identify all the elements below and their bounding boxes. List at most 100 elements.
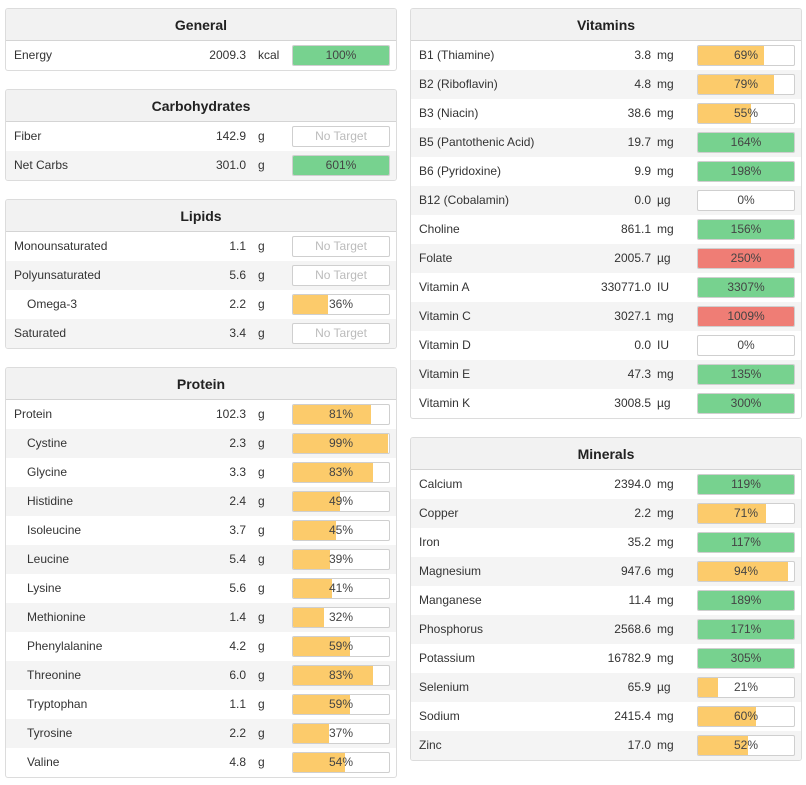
nutrient-name: Polyunsaturated bbox=[14, 268, 101, 282]
nutrient-row-vitamin-e[interactable]: Vitamin E 47.3 mg 135% bbox=[411, 360, 801, 389]
progress-fill bbox=[698, 678, 719, 697]
nutrient-name: Leucine bbox=[27, 552, 70, 566]
nutrient-row-tryptophan[interactable]: Tryptophan 1.1 g 59% bbox=[6, 690, 396, 719]
nutrient-row-calcium[interactable]: Calcium 2394.0 mg 119% bbox=[411, 470, 801, 499]
nutrient-row-tyrosine[interactable]: Tyrosine 2.2 g 37% bbox=[6, 719, 396, 748]
target-progress-bar: 79% bbox=[697, 74, 795, 95]
nutrient-row-phenylalanine[interactable]: Phenylalanine 4.2 g 59% bbox=[6, 632, 396, 661]
nutrient-row-iron[interactable]: Iron 35.2 mg 117% bbox=[411, 528, 801, 557]
nutrient-row-b6-pyridoxine[interactable]: B6 (Pyridoxine) 9.9 mg 198% bbox=[411, 157, 801, 186]
progress-fill bbox=[293, 579, 333, 598]
nutrient-unit: mg bbox=[657, 77, 674, 91]
nutrient-name: Vitamin A bbox=[419, 280, 470, 294]
nutrient-name: B2 (Riboflavin) bbox=[419, 77, 498, 91]
nutrient-row-vitamin-a[interactable]: Vitamin A 330771.0 IU 3307% bbox=[411, 273, 801, 302]
nutrient-amount: 861.1 bbox=[620, 222, 651, 236]
nutrient-row-monounsaturated[interactable]: Monounsaturated 1.1 g No Target bbox=[6, 232, 396, 261]
nutrient-row-b2-riboflavin[interactable]: B2 (Riboflavin) 4.8 mg 79% bbox=[411, 70, 801, 99]
nutrient-row-valine[interactable]: Valine 4.8 g 54% bbox=[6, 748, 396, 777]
nutrient-name: Net Carbs bbox=[14, 158, 69, 172]
progress-fill bbox=[293, 463, 373, 482]
nutrient-unit: µg bbox=[657, 680, 671, 694]
nutrient-row-magnesium[interactable]: Magnesium 947.6 mg 94% bbox=[411, 557, 801, 586]
target-progress-bar: 171% bbox=[697, 619, 795, 640]
nutrient-row-copper[interactable]: Copper 2.2 mg 71% bbox=[411, 499, 801, 528]
nutrient-unit: mg bbox=[657, 135, 674, 149]
nutrient-name: Vitamin D bbox=[419, 338, 471, 352]
nutrient-row-b12-cobalamin[interactable]: B12 (Cobalamin) 0.0 µg 0% bbox=[411, 186, 801, 215]
nutrient-row-vitamin-d[interactable]: Vitamin D 0.0 IU 0% bbox=[411, 331, 801, 360]
nutrient-row-sodium[interactable]: Sodium 2415.4 mg 60% bbox=[411, 702, 801, 731]
target-percent: 37% bbox=[328, 726, 354, 740]
nutrient-row-vitamin-k[interactable]: Vitamin K 3008.5 µg 300% bbox=[411, 389, 801, 418]
nutrient-row-protein[interactable]: Protein 102.3 g 81% bbox=[6, 400, 396, 429]
nutrient-row-choline[interactable]: Choline 861.1 mg 156% bbox=[411, 215, 801, 244]
target-percent: 601% bbox=[325, 158, 357, 172]
nutrient-unit: mg bbox=[657, 506, 674, 520]
nutrient-row-saturated[interactable]: Saturated 3.4 g No Target bbox=[6, 319, 396, 348]
nutrient-amount: 4.8 bbox=[634, 77, 651, 91]
nutrient-name: Potassium bbox=[419, 651, 476, 665]
target-percent: 49% bbox=[328, 494, 354, 508]
nutrient-row-threonine[interactable]: Threonine 6.0 g 83% bbox=[6, 661, 396, 690]
nutrient-row-histidine[interactable]: Histidine 2.4 g 49% bbox=[6, 487, 396, 516]
nutrient-row-isoleucine[interactable]: Isoleucine 3.7 g 45% bbox=[6, 516, 396, 545]
nutrient-row-omega-3[interactable]: Omega-3 2.2 g 36% bbox=[6, 290, 396, 319]
nutrient-row-polyunsaturated[interactable]: Polyunsaturated 5.6 g No Target bbox=[6, 261, 396, 290]
nutrient-row-vitamin-c[interactable]: Vitamin C 3027.1 mg 1009% bbox=[411, 302, 801, 331]
progress-fill bbox=[698, 475, 794, 494]
nutrient-row-glycine[interactable]: Glycine 3.3 g 83% bbox=[6, 458, 396, 487]
nutrient-row-b1-thiamine[interactable]: B1 (Thiamine) 3.8 mg 69% bbox=[411, 41, 801, 70]
target-percent: 300% bbox=[730, 396, 762, 410]
nutrient-unit: g bbox=[258, 755, 265, 769]
nutrient-row-phosphorus[interactable]: Phosphorus 2568.6 mg 171% bbox=[411, 615, 801, 644]
nutrient-unit: g bbox=[258, 726, 265, 740]
nutrient-amount: 3027.1 bbox=[614, 309, 651, 323]
minerals-panel: Minerals Calcium 2394.0 mg 119% Copper 2.2 mg 71… bbox=[410, 437, 802, 761]
target-progress-bar: 156% bbox=[697, 219, 795, 240]
nutrient-amount: 1.1 bbox=[229, 239, 246, 253]
nutrient-row-fiber[interactable]: Fiber 142.9 g No Target bbox=[6, 122, 396, 151]
nutrient-row-b5-pantothenic-acid[interactable]: B5 (Pantothenic Acid) 19.7 mg 164% bbox=[411, 128, 801, 157]
target-progress-bar: 164% bbox=[697, 132, 795, 153]
nutrient-row-energy[interactable]: Energy 2009.3 kcal 100% bbox=[6, 41, 396, 70]
nutrient-amount: 17.0 bbox=[627, 738, 651, 752]
nutrient-amount: 0.0 bbox=[634, 338, 651, 352]
target-percent: 60% bbox=[733, 709, 759, 723]
progress-fill bbox=[698, 736, 748, 755]
progress-fill bbox=[698, 307, 794, 326]
nutrient-amount: 3.7 bbox=[229, 523, 246, 537]
target-percent: 156% bbox=[730, 222, 762, 236]
lipids-panel: Lipids Monounsaturated 1.1 g No Target Polyun… bbox=[5, 199, 397, 349]
target-percent: 305% bbox=[730, 651, 762, 665]
nutrient-name: Phenylalanine bbox=[27, 639, 103, 653]
nutrient-row-cystine[interactable]: Cystine 2.3 g 99% bbox=[6, 429, 396, 458]
target-progress-bar: 60% bbox=[697, 706, 795, 727]
nutrient-row-leucine[interactable]: Leucine 5.4 g 39% bbox=[6, 545, 396, 574]
nutrient-unit: IU bbox=[657, 280, 669, 294]
nutrient-row-methionine[interactable]: Methionine 1.4 g 32% bbox=[6, 603, 396, 632]
nutrient-name: Folate bbox=[419, 251, 453, 265]
target-percent: 250% bbox=[730, 251, 762, 265]
nutrient-row-net-carbs[interactable]: Net Carbs 301.0 g 601% bbox=[6, 151, 396, 180]
nutrient-unit: mg bbox=[657, 535, 674, 549]
nutrient-name: Vitamin C bbox=[419, 309, 471, 323]
target-percent: 69% bbox=[733, 48, 759, 62]
nutrient-row-selenium[interactable]: Selenium 65.9 µg 21% bbox=[411, 673, 801, 702]
nutrient-unit: mg bbox=[657, 164, 674, 178]
progress-fill bbox=[698, 504, 767, 523]
nutrient-name: Iron bbox=[419, 535, 440, 549]
nutrient-unit: g bbox=[258, 268, 265, 282]
nutrient-name: Calcium bbox=[419, 477, 463, 491]
nutrient-row-folate[interactable]: Folate 2005.7 µg 250% bbox=[411, 244, 801, 273]
nutrient-row-lysine[interactable]: Lysine 5.6 g 41% bbox=[6, 574, 396, 603]
right-column: Vitamins B1 (Thiamine) 3.8 mg 69% B2 (Ribofla… bbox=[410, 8, 802, 779]
nutrient-row-potassium[interactable]: Potassium 16782.9 mg 305% bbox=[411, 644, 801, 673]
target-progress-bar: No Target bbox=[292, 126, 390, 147]
nutrient-row-manganese[interactable]: Manganese 11.4 mg 189% bbox=[411, 586, 801, 615]
target-progress-bar: 601% bbox=[292, 155, 390, 176]
nutrient-row-b3-niacin[interactable]: B3 (Niacin) 38.6 mg 55% bbox=[411, 99, 801, 128]
nutrient-amount: 5.4 bbox=[229, 552, 246, 566]
nutrient-row-zinc[interactable]: Zinc 17.0 mg 52% bbox=[411, 731, 801, 760]
target-progress-bar: 81% bbox=[292, 404, 390, 425]
